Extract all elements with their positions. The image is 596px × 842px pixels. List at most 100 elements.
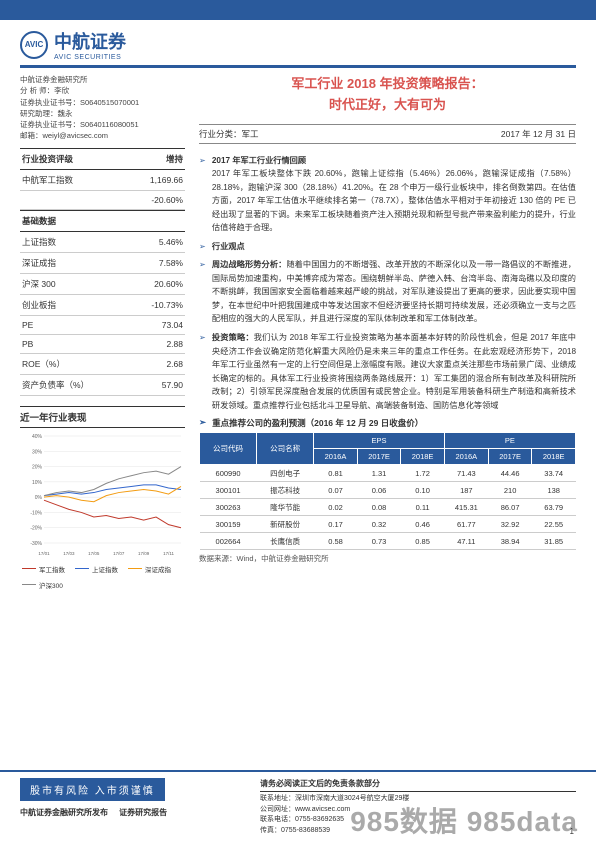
cell: 210 xyxy=(488,482,532,499)
cell: 33.74 xyxy=(532,465,576,482)
report-title: 军工行业 2018 年投资策略报告： 时代正好，大有可为 xyxy=(199,74,576,116)
cell: 57.90 xyxy=(130,374,185,395)
cell: 1.31 xyxy=(357,465,401,482)
cell: 2.68 xyxy=(130,353,185,374)
cell: 61.77 xyxy=(444,516,488,533)
cell: 0.10 xyxy=(401,482,445,499)
cell: 7.58% xyxy=(130,252,185,273)
cell: -20.60% xyxy=(119,190,185,209)
svg-text:17/07: 17/07 xyxy=(113,551,125,556)
data-source: 数据来源：Wind，中航证券金融研究所 xyxy=(199,553,576,564)
legend-item: 深证成指 xyxy=(128,564,171,574)
cell: 300101 xyxy=(200,482,257,499)
cell: 38.94 xyxy=(488,533,532,550)
cell: 0.02 xyxy=(314,499,358,516)
rating-caption: 行业投资评级 xyxy=(20,148,119,169)
base-data-table: 基础数据 上证指数5.46% 深证成指7.58% 沪深 30020.60% 创业… xyxy=(20,210,185,396)
cell: 31.85 xyxy=(532,533,576,550)
forecast-table: 公司代码公司名称EPSPE2016A2017E2018E2016A2017E20… xyxy=(199,432,576,550)
svg-text:17/03: 17/03 xyxy=(63,551,75,556)
para-head: 投资策略： xyxy=(212,333,254,342)
info-line: 中航证券金融研究所 xyxy=(20,74,185,85)
cell: 44.46 xyxy=(488,465,532,482)
para-body: 我们认为 2018 年军工行业投资策略为基本面基本好转的阶段性机会，但是 201… xyxy=(212,333,576,410)
cell: ROE（%） xyxy=(20,353,130,374)
cell: 中航军工指数 xyxy=(20,169,119,190)
category-row: 行业分类：军工 2017 年 12 月 31 日 xyxy=(199,124,576,144)
cell: 沪深 300 xyxy=(20,273,130,294)
cell: 1.72 xyxy=(401,465,445,482)
cell: 0.11 xyxy=(401,499,445,516)
cell: 0.85 xyxy=(401,533,445,550)
cell: 四创电子 xyxy=(257,465,314,482)
cell: 300263 xyxy=(200,499,257,516)
cell: 138 xyxy=(532,482,576,499)
svg-text:-30%: -30% xyxy=(30,541,42,547)
risk-badge: 股市有风险 入市须谨慎 xyxy=(20,778,165,801)
cell: 2.88 xyxy=(130,334,185,353)
cell: 47.11 xyxy=(444,533,488,550)
bullet-icon: ➢ xyxy=(199,258,206,326)
para-3: ➢ 周边战略形势分析：随着中国国力的不断增强、改革开放的不断深化以及一带一路倡议… xyxy=(199,258,576,326)
cell: 300159 xyxy=(200,516,257,533)
title-line2: 时代正好，大有可为 xyxy=(199,95,576,116)
bullet-icon: ➢ xyxy=(199,417,206,429)
svg-text:-20%: -20% xyxy=(30,525,42,531)
cell: 32.92 xyxy=(488,516,532,533)
svg-text:-10%: -10% xyxy=(30,510,42,516)
para-head: 周边战略形势分析： xyxy=(212,260,287,269)
legend-item: 沪深300 xyxy=(22,580,63,590)
cell: 22.55 xyxy=(532,516,576,533)
cell: -10.73% xyxy=(130,294,185,315)
cell: 5.46% xyxy=(130,231,185,252)
rating-table: 行业投资评级 增持 中航军工指数1,169.66 -20.60% xyxy=(20,148,185,210)
para-head: 2017 年军工行业行情回顾 xyxy=(212,156,306,165)
cell: 0.17 xyxy=(314,516,358,533)
cell: 长鹰信质 xyxy=(257,533,314,550)
logo-en: AVIC SECURITIES xyxy=(54,54,126,61)
watermark: 985数据 985data xyxy=(350,800,578,840)
logo-badge-icon: AVIC xyxy=(20,31,48,59)
cell: 86.07 xyxy=(488,499,532,516)
cell: 0.07 xyxy=(314,482,358,499)
category-label: 行业分类：军工 xyxy=(199,128,259,140)
svg-text:20%: 20% xyxy=(32,464,43,470)
svg-text:17/11: 17/11 xyxy=(163,551,174,556)
perf-title: 近一年行业表现 xyxy=(20,406,185,428)
svg-text:10%: 10% xyxy=(32,479,43,485)
cell: 20.60% xyxy=(130,273,185,294)
cell xyxy=(20,190,119,209)
cell: 0.58 xyxy=(314,533,358,550)
base-caption: 基础数据 xyxy=(20,210,185,231)
logo-area: AVIC 中航证券 AVIC SECURITIES xyxy=(0,20,596,65)
forecast-title-text: 重点推荐公司的盈利预测（2016 年 12 月 29 日收盘价） xyxy=(212,417,423,429)
cell: 振芯科技 xyxy=(257,482,314,499)
wm: 985data xyxy=(458,806,578,837)
cell: 600990 xyxy=(200,465,257,482)
cell: 1,169.66 xyxy=(119,169,185,190)
cell: 71.43 xyxy=(444,465,488,482)
report-date: 2017 年 12 月 31 日 xyxy=(501,128,576,140)
para-2: ➢ 行业观点 xyxy=(199,240,576,254)
cell: 上证指数 xyxy=(20,231,130,252)
info-line: 研究助理：魏永 xyxy=(20,108,185,119)
svg-text:17/09: 17/09 xyxy=(138,551,150,556)
logo-cn: 中航证券 xyxy=(54,28,126,54)
cell: 415.31 xyxy=(444,499,488,516)
pub-left: 中航证券金融研究所发布 xyxy=(20,808,108,817)
title-line1: 军工行业 2018 年投资策略报告： xyxy=(199,74,576,95)
bullet-icon: ➢ xyxy=(199,154,206,235)
para-body: 2017 年军工板块整体下跌 20.60%，跑输上证综指（5.46%）26.06… xyxy=(212,169,576,232)
chart-legend: 军工指数上证指数深证成指沪深300 xyxy=(20,562,185,592)
cell: PE xyxy=(20,315,130,334)
cell: PB xyxy=(20,334,130,353)
para-body: 随着中国国力的不断增强、改革开放的不断深化以及一带一路倡议的不断推进，国际局势加… xyxy=(212,260,576,323)
cell: 新研股份 xyxy=(257,516,314,533)
cell: 0.81 xyxy=(314,465,358,482)
perf-chart: -30%-20%-10%0%10%20%30%40%17/0117/0317/0… xyxy=(20,432,185,557)
cell: 深证成指 xyxy=(20,252,130,273)
cell: 187 xyxy=(444,482,488,499)
bullet-icon: ➢ xyxy=(199,331,206,412)
pub-right: 证券研究报告 xyxy=(119,808,167,817)
bullet-icon: ➢ xyxy=(199,240,206,254)
